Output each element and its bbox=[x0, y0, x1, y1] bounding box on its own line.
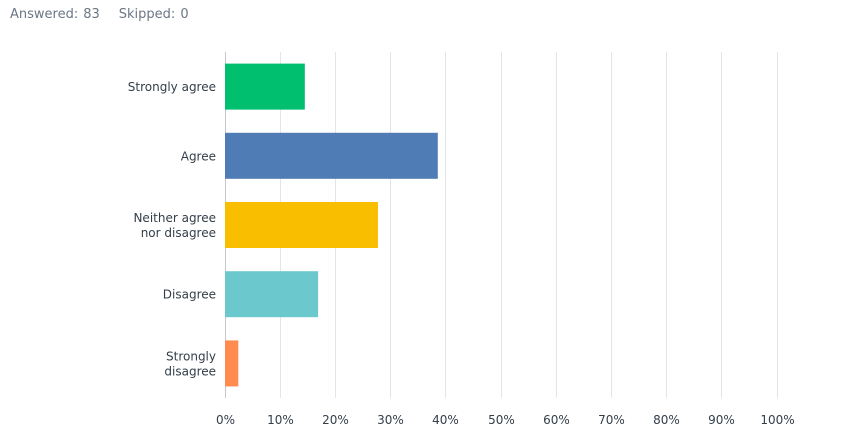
skipped-label: Skipped: bbox=[118, 7, 176, 22]
x-tick-label: 100% bbox=[760, 413, 794, 427]
x-tick-label: 90% bbox=[708, 413, 735, 427]
gridlines bbox=[225, 52, 778, 398]
bar[interactable] bbox=[225, 271, 319, 318]
x-axis-tick-labels: 0% 10% 20% 30% 40% 50% 60% 70% 80% 90% 100% bbox=[216, 413, 795, 427]
x-tick-label: 80% bbox=[653, 413, 680, 427]
x-tick-label: 0% bbox=[216, 413, 235, 427]
x-tick-label: 70% bbox=[598, 413, 625, 427]
skipped-count: 0 bbox=[180, 7, 189, 22]
bars bbox=[225, 63, 438, 387]
x-tick-label: 50% bbox=[488, 413, 515, 427]
bar[interactable] bbox=[225, 340, 239, 387]
bar[interactable] bbox=[225, 63, 305, 110]
bar[interactable] bbox=[225, 132, 438, 179]
x-tick-label: 40% bbox=[432, 413, 459, 427]
answered-stat: Answered: 83 bbox=[10, 7, 100, 22]
category-label: Disagree bbox=[163, 288, 216, 302]
category-label: Agree bbox=[181, 149, 216, 163]
x-tick-label: 30% bbox=[377, 413, 404, 427]
x-tick-label: 10% bbox=[267, 413, 294, 427]
response-stats: Answered: 83 Skipped: 0 bbox=[10, 7, 189, 22]
answered-count: 83 bbox=[83, 7, 100, 22]
category-label: Neither agree nor disagree bbox=[133, 211, 216, 240]
bar[interactable] bbox=[225, 202, 378, 248]
category-label: Strongly agree bbox=[128, 80, 216, 94]
skipped-stat: Skipped: 0 bbox=[119, 7, 189, 22]
category-label: Strongly disagree bbox=[164, 349, 216, 378]
answered-label: Answered: bbox=[10, 7, 79, 22]
category-labels: Strongly agree Agree Neither agree nor disa… bbox=[128, 80, 216, 378]
x-tick-label: 20% bbox=[322, 413, 349, 427]
x-tick-label: 60% bbox=[543, 413, 570, 427]
